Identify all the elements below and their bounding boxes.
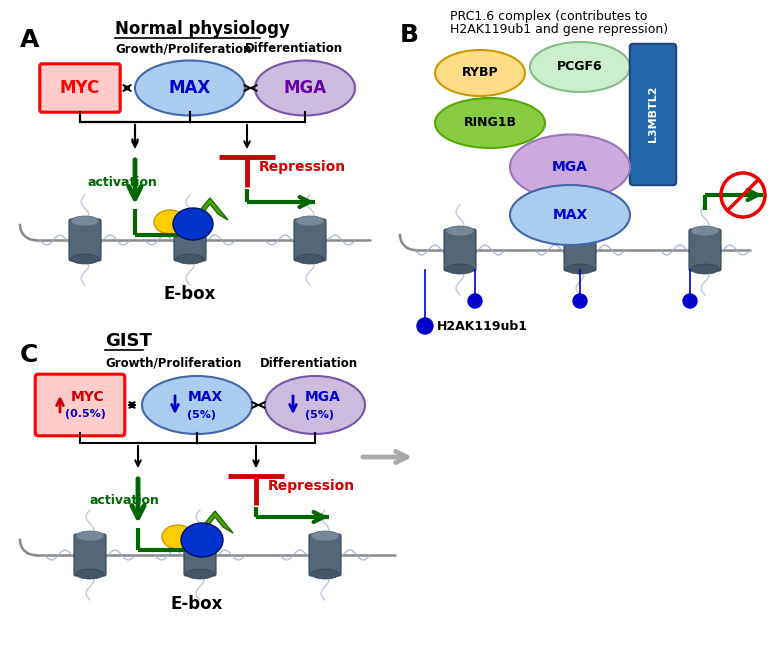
FancyBboxPatch shape <box>630 44 677 185</box>
Polygon shape <box>197 511 233 533</box>
Text: H2AK119ub1 and gene repression): H2AK119ub1 and gene repression) <box>450 23 668 36</box>
Ellipse shape <box>186 569 214 579</box>
Ellipse shape <box>255 61 355 116</box>
Circle shape <box>468 294 482 308</box>
Ellipse shape <box>176 254 204 264</box>
Text: MGA: MGA <box>552 160 588 174</box>
Text: (5%): (5%) <box>188 410 216 420</box>
Text: E-box: E-box <box>170 595 223 613</box>
Text: activation: activation <box>87 175 157 188</box>
Circle shape <box>417 318 433 334</box>
Text: B: B <box>400 23 419 47</box>
Ellipse shape <box>186 531 214 541</box>
Text: MGA: MGA <box>284 79 326 97</box>
Ellipse shape <box>311 531 339 541</box>
Text: PRC1.6 complex (contributes to: PRC1.6 complex (contributes to <box>450 10 647 23</box>
Ellipse shape <box>435 50 525 96</box>
Ellipse shape <box>76 569 104 579</box>
Text: Repression: Repression <box>259 160 346 174</box>
Text: PCGF6: PCGF6 <box>557 61 603 74</box>
Text: Repression: Repression <box>268 479 355 493</box>
Circle shape <box>683 294 697 308</box>
FancyBboxPatch shape <box>184 534 216 576</box>
Ellipse shape <box>265 376 365 434</box>
Text: Normal physiology: Normal physiology <box>115 20 290 38</box>
Ellipse shape <box>142 376 252 434</box>
Text: MGA: MGA <box>305 390 341 404</box>
FancyBboxPatch shape <box>309 534 341 576</box>
Ellipse shape <box>435 98 545 148</box>
Ellipse shape <box>71 216 99 226</box>
Text: (5%): (5%) <box>305 410 335 420</box>
Ellipse shape <box>154 210 186 234</box>
Ellipse shape <box>135 61 245 116</box>
Ellipse shape <box>176 216 204 226</box>
Text: MAX: MAX <box>553 208 587 222</box>
Ellipse shape <box>162 525 194 549</box>
Ellipse shape <box>76 531 104 541</box>
Text: RYBP: RYBP <box>462 67 498 80</box>
Ellipse shape <box>691 226 719 236</box>
FancyBboxPatch shape <box>444 229 476 271</box>
Ellipse shape <box>566 264 594 274</box>
Ellipse shape <box>510 185 630 245</box>
Ellipse shape <box>296 254 324 264</box>
Text: Growth/Proliferation: Growth/Proliferation <box>115 42 251 55</box>
Text: Differentiation: Differentiation <box>260 357 358 370</box>
Text: GIST: GIST <box>105 332 152 350</box>
Circle shape <box>573 294 587 308</box>
Ellipse shape <box>691 264 719 274</box>
FancyBboxPatch shape <box>294 219 326 261</box>
Text: Growth/Proliferation: Growth/Proliferation <box>105 357 241 370</box>
Ellipse shape <box>173 208 213 240</box>
Ellipse shape <box>181 523 223 557</box>
FancyBboxPatch shape <box>40 64 120 112</box>
FancyBboxPatch shape <box>564 229 596 271</box>
FancyBboxPatch shape <box>35 374 125 436</box>
Text: activation: activation <box>90 494 160 507</box>
Text: MYC: MYC <box>71 390 105 404</box>
Text: MAX: MAX <box>188 390 222 404</box>
Text: A: A <box>20 28 40 52</box>
Ellipse shape <box>446 226 474 236</box>
Text: L3MBTL2: L3MBTL2 <box>648 86 658 142</box>
Text: E-box: E-box <box>164 285 216 303</box>
Text: (0.5%): (0.5%) <box>64 409 105 419</box>
Ellipse shape <box>296 216 324 226</box>
Text: C: C <box>20 343 39 367</box>
Ellipse shape <box>510 135 630 199</box>
Text: MAX: MAX <box>169 79 211 97</box>
Text: RING1B: RING1B <box>463 116 516 129</box>
Text: MYC: MYC <box>60 79 100 97</box>
Ellipse shape <box>566 226 594 236</box>
Ellipse shape <box>71 254 99 264</box>
Text: Differentiation: Differentiation <box>245 42 343 55</box>
Ellipse shape <box>530 42 630 92</box>
FancyBboxPatch shape <box>69 219 101 261</box>
Polygon shape <box>192 198 228 220</box>
Ellipse shape <box>311 569 339 579</box>
FancyBboxPatch shape <box>689 229 721 271</box>
Ellipse shape <box>446 264 474 274</box>
FancyBboxPatch shape <box>74 534 106 576</box>
Text: H2AK119ub1: H2AK119ub1 <box>437 320 528 333</box>
FancyBboxPatch shape <box>174 219 206 261</box>
